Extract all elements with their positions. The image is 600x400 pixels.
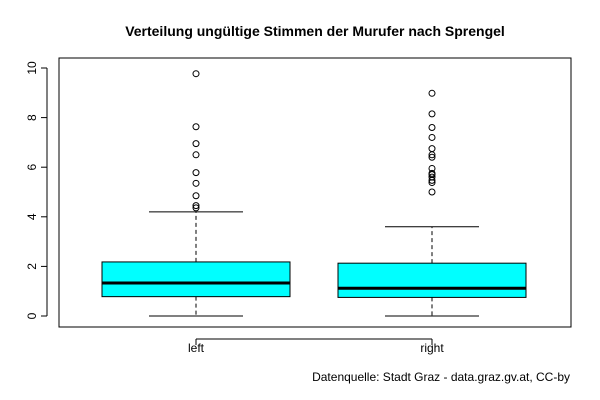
x-axis: left right <box>188 338 444 355</box>
outlier-point <box>428 164 436 172</box>
plot-frame <box>58 57 572 328</box>
y-tick-label: 2 <box>25 263 39 270</box>
outlier-point <box>428 173 436 181</box>
y-tick-label: 4 <box>25 213 39 220</box>
outlier-point <box>192 204 200 212</box>
outlier-point <box>192 140 200 148</box>
outlier-point <box>428 153 436 161</box>
outlier-point <box>428 188 436 196</box>
outlier-point <box>192 202 200 210</box>
y-tick-label: 8 <box>25 114 39 121</box>
outlier-point <box>192 70 200 78</box>
outlier-point <box>428 169 436 177</box>
data-source-note: Datenquelle: Stadt Graz - data.graz.gv.a… <box>312 370 570 384</box>
box-iqr <box>337 262 527 298</box>
outlier-point <box>428 110 436 118</box>
outlier-point <box>192 151 200 159</box>
boxes-group <box>101 70 527 317</box>
y-tick-label: 0 <box>25 312 39 319</box>
chart-title: Verteilung ungültige Stimmen der Murufer… <box>125 23 505 39</box>
outlier-point <box>428 124 436 132</box>
outlier-point <box>428 89 436 97</box>
outlier-point <box>428 133 436 141</box>
y-tick-label: 10 <box>25 61 39 75</box>
y-axis: 0 2 4 6 8 10 <box>25 61 48 319</box>
outlier-point <box>192 169 200 177</box>
x-category-label: right <box>420 341 444 355</box>
outlier-point <box>192 123 200 131</box>
box-left <box>101 70 291 317</box>
outlier-point <box>428 179 436 187</box>
x-category-label: left <box>188 341 205 355</box>
outlier-point <box>428 145 436 153</box>
outlier-point <box>192 179 200 187</box>
y-tick-label: 6 <box>25 164 39 171</box>
outlier-point <box>192 192 200 200</box>
box-iqr <box>101 261 291 298</box>
box-right <box>337 89 527 317</box>
